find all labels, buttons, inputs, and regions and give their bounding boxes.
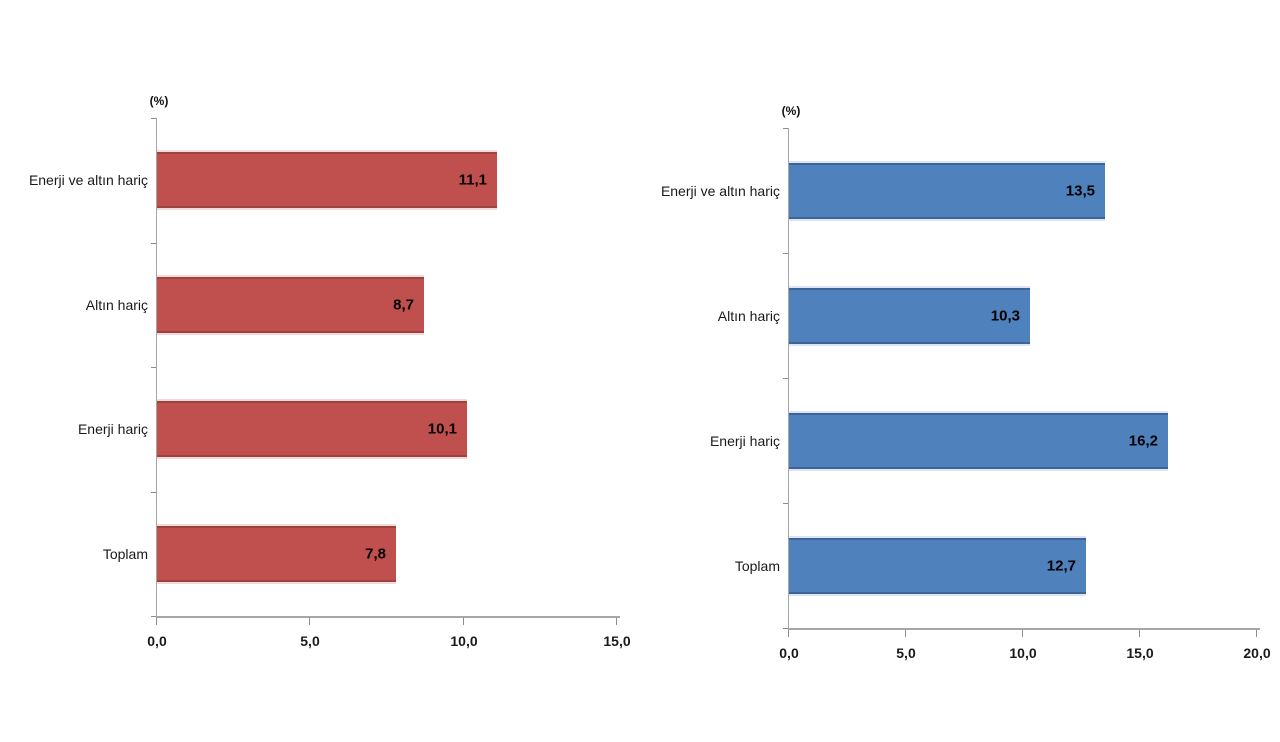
bar-value-label: 13,5 <box>1065 182 1095 200</box>
category-label: Toplam <box>734 558 780 574</box>
x-tick-label: 10,0 <box>1009 645 1037 661</box>
y-tick-mark <box>783 128 788 129</box>
y-axis-line <box>788 128 789 628</box>
y-tick-mark <box>151 367 156 368</box>
x-tick-label: 0,0 <box>779 645 799 661</box>
y-tick-mark <box>783 503 788 504</box>
category-label: Enerji ve altın hariç <box>660 183 780 199</box>
bar: 10,3 <box>789 288 1030 344</box>
bar-value-label: 10,1 <box>427 420 457 438</box>
x-tick-mark <box>1139 630 1140 637</box>
x-tick-label: 5,0 <box>300 633 320 649</box>
x-tick-label: 15,0 <box>1126 645 1154 661</box>
y-tick-mark <box>151 243 156 244</box>
x-tick-label: 10,0 <box>450 633 478 649</box>
bar-value-label: 12,7 <box>1046 557 1076 575</box>
x-axis-line <box>156 616 620 618</box>
x-tick-mark <box>788 630 789 637</box>
x-tick-mark <box>156 618 157 625</box>
percent-axis-label: (%) <box>781 104 801 118</box>
bar: 13,5 <box>789 163 1105 219</box>
percent-axis-label: (%) <box>149 94 169 108</box>
category-label: Altın hariç <box>85 297 148 313</box>
bar-value-label: 11,1 <box>458 171 487 189</box>
category-label: Altın hariç <box>717 308 780 324</box>
y-tick-mark <box>783 253 788 254</box>
x-tick-mark <box>905 630 906 637</box>
x-tick-mark <box>463 618 464 625</box>
bar-value-label: 10,3 <box>990 307 1020 325</box>
category-label: Enerji hariç <box>77 421 148 437</box>
y-tick-mark <box>151 492 156 493</box>
bar-value-label: 7,8 <box>365 545 386 563</box>
bar: 12,7 <box>789 538 1086 594</box>
bar: 7,8 <box>157 526 396 582</box>
x-tick-label: 20,0 <box>1243 645 1271 661</box>
bar-value-label: 8,7 <box>393 296 414 314</box>
y-axis-line <box>156 118 157 616</box>
x-tick-mark <box>309 618 310 625</box>
x-tick-mark <box>1022 630 1023 637</box>
y-tick-mark <box>151 616 156 617</box>
bar-value-label: 16,2 <box>1128 432 1158 450</box>
bar: 11,1 <box>157 152 497 208</box>
category-label: Enerji hariç <box>709 433 780 449</box>
y-tick-mark <box>783 378 788 379</box>
x-tick-mark <box>1256 630 1257 637</box>
category-label: Toplam <box>102 546 148 562</box>
x-tick-label: 5,0 <box>896 645 916 661</box>
category-label: Enerji ve altın hariç <box>28 172 148 188</box>
bar: 10,1 <box>157 401 467 457</box>
bar: 16,2 <box>789 413 1168 469</box>
y-tick-mark <box>783 628 788 629</box>
bar: 8,7 <box>157 277 424 333</box>
x-tick-mark <box>616 618 617 625</box>
x-axis-line <box>788 628 1260 630</box>
y-tick-mark <box>151 118 156 119</box>
x-tick-label: 0,0 <box>147 633 167 649</box>
x-tick-label: 15,0 <box>603 633 631 649</box>
